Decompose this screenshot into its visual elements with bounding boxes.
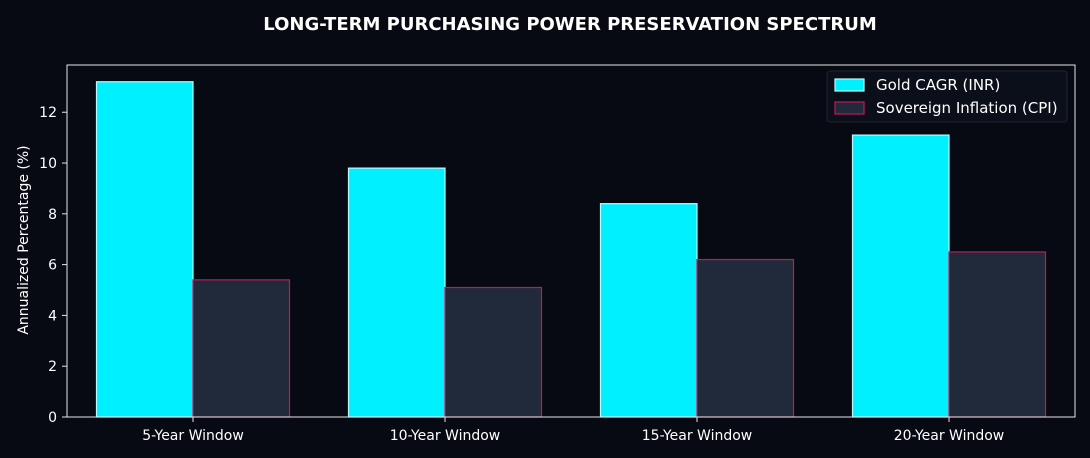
bar [444, 286, 543, 418]
legend-box [826, 70, 1068, 123]
y-tick-label: 6 [48, 258, 57, 274]
legend: Gold CAGR (INR) Sovereign Inflation (CPI) [826, 70, 1068, 123]
x-tick-label: 15-Year Window [642, 428, 753, 444]
bar [696, 258, 795, 418]
bar [192, 279, 291, 418]
bar [599, 203, 698, 418]
y-tick-label: 2 [48, 359, 57, 375]
chart-title: LONG-TERM PURCHASING POWER PRESERVATION … [263, 14, 876, 35]
y-tick-label: 10 [39, 156, 57, 172]
bar [948, 251, 1047, 418]
bar [347, 167, 446, 418]
x-tick-label: 20-Year Window [894, 428, 1005, 444]
y-tick-label: 12 [39, 105, 57, 121]
plot-frame [66, 64, 1076, 418]
y-tick-label: 8 [48, 207, 57, 223]
y-tick-label: 4 [48, 308, 57, 324]
x-tick-label: 10-Year Window [390, 428, 501, 444]
bar [95, 81, 194, 418]
legend-swatch [834, 101, 865, 115]
legend-label: Sovereign Inflation (CPI) [876, 99, 1058, 117]
bar [851, 134, 950, 418]
y-axis-label: Annualized Percentage (%) [16, 145, 32, 334]
y-tick-label: 0 [48, 410, 57, 426]
legend-swatch [834, 78, 865, 92]
x-tick-label: 5-Year Window [142, 428, 244, 444]
plot-area: 5-Year Window 10-Year Window 15-Year Windo… [39, 64, 1076, 444]
legend-label: Gold CAGR (INR) [876, 76, 1000, 94]
